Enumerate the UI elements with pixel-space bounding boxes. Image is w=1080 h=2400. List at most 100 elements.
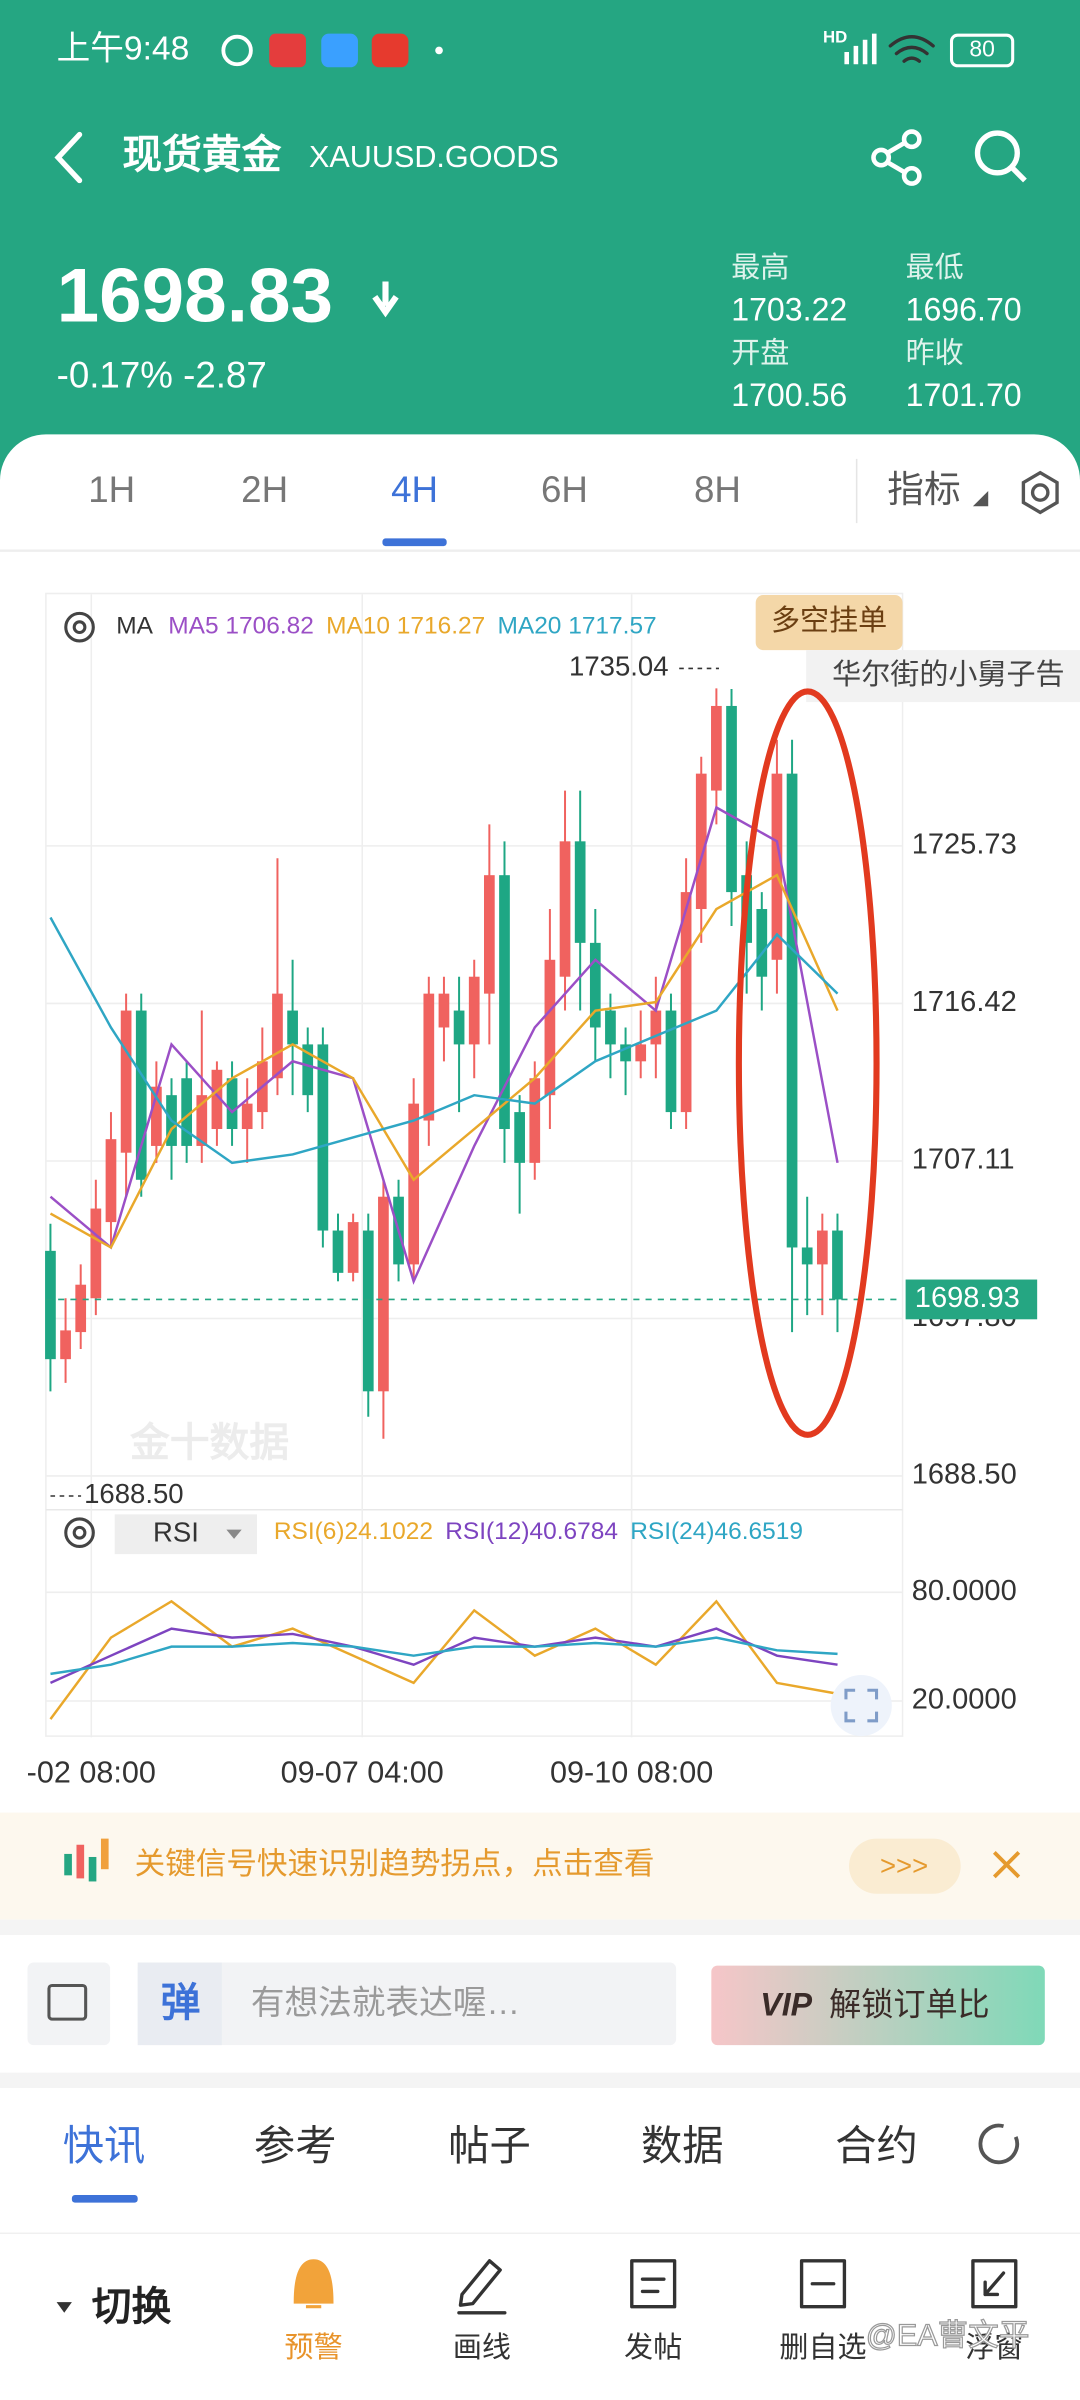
y-tick-label: 1716.42 bbox=[912, 986, 1017, 1018]
candle-body bbox=[605, 1010, 616, 1045]
share-button[interactable] bbox=[871, 129, 922, 186]
switch-button[interactable]: 切换 bbox=[92, 2285, 172, 2329]
min-label: 1688.50 bbox=[84, 1478, 183, 1509]
last-price-tag bbox=[905, 1279, 1038, 1320]
candle-body bbox=[135, 1010, 147, 1180]
rsi-label: RSI bbox=[153, 1516, 199, 1547]
candle-body bbox=[105, 1139, 117, 1223]
period-tab[interactable]: 8H bbox=[694, 469, 741, 510]
settings-button[interactable] bbox=[1021, 470, 1059, 515]
note-icon bbox=[47, 1983, 88, 2021]
toolbar-item[interactable]: 预警 bbox=[285, 2331, 343, 2364]
vip-button[interactable] bbox=[711, 1965, 1045, 2046]
expand-icon bbox=[844, 1688, 879, 1723]
comment-input[interactable] bbox=[137, 1962, 677, 2046]
battery-level: 80 bbox=[969, 36, 995, 62]
news-tab[interactable]: 帖子 bbox=[448, 2123, 531, 2169]
candle-body bbox=[620, 1044, 631, 1062]
legend-entry: RSI(12)40.6784 bbox=[445, 1518, 618, 1545]
news-tab[interactable]: 参考 bbox=[254, 2123, 337, 2169]
close-button[interactable] bbox=[992, 1851, 1021, 1879]
period-tab-active[interactable]: 4H bbox=[391, 469, 438, 510]
app-icon bbox=[371, 33, 409, 68]
grid bbox=[45, 594, 903, 1738]
banner-text: 关键信号快速识别趋势拐点，点击查看 bbox=[135, 1847, 655, 1881]
candle-body bbox=[514, 1112, 525, 1163]
app-icon bbox=[321, 33, 358, 68]
note-button[interactable] bbox=[27, 1962, 111, 2046]
change: -0.17% -2.87 bbox=[57, 355, 267, 396]
banner-button-bg[interactable] bbox=[849, 1838, 961, 1894]
period-tab[interactable]: 6H bbox=[541, 469, 588, 510]
vip-badge: VIP bbox=[760, 1986, 812, 2022]
post-icon[interactable] bbox=[630, 2259, 677, 2309]
period-tab[interactable]: 2H bbox=[241, 469, 288, 510]
app-icon bbox=[269, 33, 306, 68]
battery-icon bbox=[949, 33, 1015, 68]
stat-label: 昨收 bbox=[906, 337, 964, 370]
expand-button[interactable] bbox=[830, 1674, 892, 1737]
legend-entry: MA20 1717.57 bbox=[497, 613, 656, 640]
y-tick-label: 80.0000 bbox=[912, 1575, 1017, 1607]
candle-body bbox=[801, 1247, 813, 1265]
x-tick-label: -02 08:00 bbox=[27, 1755, 156, 1789]
title: 现货黄金 bbox=[122, 132, 281, 177]
banner-button[interactable]: >>> bbox=[880, 1850, 928, 1881]
order-button[interactable]: 多空挂单 bbox=[771, 604, 887, 637]
content-panel bbox=[0, 434, 1080, 2400]
danmu-icon: 弹 bbox=[161, 1981, 201, 2025]
chart-settings-icon[interactable] bbox=[64, 611, 95, 643]
chart-frame bbox=[45, 592, 904, 1737]
alarm-icon bbox=[221, 34, 253, 67]
toolbar-item[interactable]: 发帖 bbox=[624, 2331, 682, 2364]
tab-underline bbox=[71, 2195, 138, 2203]
dot bbox=[435, 46, 443, 55]
dropdown-icon bbox=[972, 491, 989, 507]
x-tick-label: 09-10 08:00 bbox=[550, 1755, 713, 1789]
refresh-button[interactable] bbox=[978, 2123, 1020, 2165]
candle-body bbox=[151, 1086, 162, 1146]
float-icon[interactable] bbox=[971, 2259, 1018, 2309]
back-button[interactable] bbox=[54, 131, 83, 184]
candle-body bbox=[453, 1010, 465, 1045]
candle-body bbox=[75, 1284, 87, 1333]
draw-icon[interactable] bbox=[457, 2259, 507, 2315]
legend-entry: RSI(6)24.1022 bbox=[274, 1518, 433, 1545]
stat-label: 最高 bbox=[731, 251, 789, 284]
signal-icon bbox=[844, 33, 877, 65]
candle-body bbox=[181, 1078, 193, 1146]
y-tick-label: 1688.50 bbox=[912, 1459, 1017, 1491]
candle-body bbox=[771, 773, 783, 960]
separator bbox=[0, 2072, 1080, 2088]
alert-icon[interactable] bbox=[293, 2259, 334, 2309]
indicator-line bbox=[49, 805, 839, 1285]
search-button[interactable] bbox=[974, 130, 1027, 183]
toolbar-item[interactable]: 画线 bbox=[453, 2331, 511, 2364]
period-tab[interactable]: 1H bbox=[88, 469, 135, 510]
news-tab[interactable]: 合约 bbox=[835, 2123, 918, 2169]
down-arrow bbox=[372, 281, 399, 318]
candle-body bbox=[302, 1044, 314, 1096]
candle-body bbox=[45, 1250, 56, 1360]
y-tick-label: 1707.11 bbox=[912, 1144, 1015, 1176]
danmu-button[interactable] bbox=[137, 1962, 222, 2046]
candle-body bbox=[362, 1230, 374, 1392]
candle-body bbox=[665, 1010, 677, 1113]
overlay-bg bbox=[806, 650, 1080, 703]
remove-icon[interactable] bbox=[799, 2259, 847, 2309]
wifi-icon bbox=[888, 35, 935, 63]
indicator-button[interactable]: 指标 bbox=[887, 469, 960, 510]
news-tab[interactable]: 数据 bbox=[641, 2123, 724, 2169]
candle-body bbox=[529, 1078, 541, 1163]
toolbar-item[interactable]: 删自选 bbox=[779, 2331, 866, 2364]
candle-body bbox=[196, 1095, 208, 1146]
y-tick-label: 1725.73 bbox=[912, 829, 1017, 861]
rsi-settings-icon[interactable] bbox=[64, 1517, 95, 1548]
news-tab-active[interactable]: 快讯 bbox=[63, 2123, 146, 2169]
candle-body bbox=[711, 705, 722, 791]
toolbar-item[interactable]: 浮窗 bbox=[965, 2331, 1023, 2364]
indicator-line bbox=[49, 1599, 838, 1720]
max-label: 1735.04 bbox=[569, 651, 668, 682]
order-button-bg[interactable] bbox=[755, 595, 903, 651]
candle-body bbox=[90, 1208, 102, 1299]
